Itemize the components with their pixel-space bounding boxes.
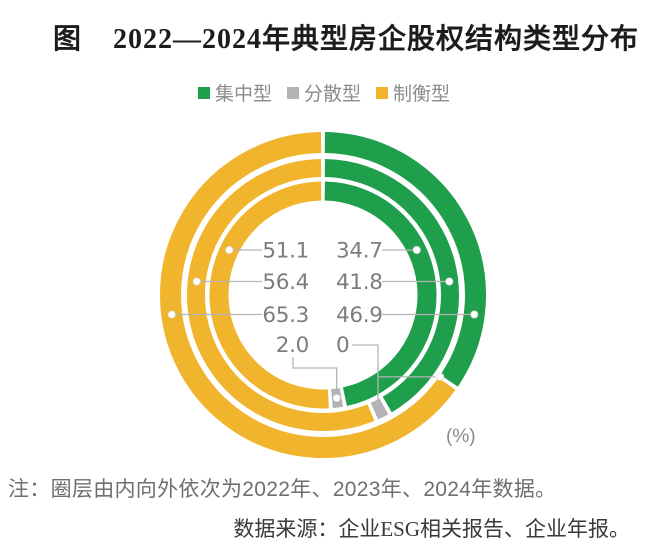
legend: 集中型 分散型 制衡型 (0, 79, 648, 106)
ring-2024-segment-集中型 (324, 132, 486, 387)
leader-line-dispersed-zero (352, 344, 379, 406)
value-label: 56.4 (262, 270, 309, 295)
leader-dot (412, 245, 421, 254)
value-label: 65.3 (262, 303, 309, 328)
leader-dot (192, 277, 201, 286)
ring-2024-segment-制衡型 (160, 132, 456, 458)
ring-2023-segment-集中型 (324, 159, 459, 413)
footnote: 注：圈层由内向外依次为2022年、2023年、2024年数据。 (8, 478, 557, 501)
leader-dot (167, 310, 176, 319)
value-label: 41.8 (336, 270, 383, 295)
legend-label: 制衡型 (393, 84, 451, 105)
unit-label: (%) (446, 426, 476, 447)
chart-title-text: 2022—2024年典型房企股权结构类型分布 (113, 24, 640, 55)
legend-swatch-gray (286, 86, 299, 99)
ring-2023-segment-制衡型 (187, 159, 375, 431)
legend-swatch-green (197, 86, 210, 99)
legend-item-dispersed: 分散型 (286, 79, 361, 106)
ring-2022-segment-制衡型 (209, 181, 329, 409)
legend-swatch-yellow (376, 86, 388, 99)
leader-dot (332, 394, 341, 403)
leader-dot (470, 310, 479, 319)
leader-dot (436, 372, 445, 381)
legend-item-concentrated: 集中型 (197, 79, 272, 106)
data-source: 数据来源：企业ESG相关报告、企业年报。 (233, 517, 630, 541)
value-label: 0 (336, 333, 349, 358)
ring-2022-segment-集中型 (324, 181, 437, 406)
legend-item-balanced: 制衡型 (376, 79, 450, 106)
leader-dot (445, 277, 454, 286)
chart-title-prefix: 图 (53, 24, 83, 55)
ring-2023-segment-分散型 (370, 398, 389, 420)
value-label: 2.0 (276, 333, 309, 358)
leader-dot (225, 245, 234, 254)
value-label: 46.9 (336, 303, 383, 328)
legend-label: 分散型 (303, 84, 361, 105)
leader-line-dispersed-2022 (292, 357, 338, 390)
value-label: 51.1 (262, 239, 309, 264)
value-label: 34.7 (336, 239, 383, 264)
legend-label: 集中型 (214, 84, 272, 105)
chart-title: 图 2022—2024年典型房企股权结构类型分布 (53, 17, 639, 57)
